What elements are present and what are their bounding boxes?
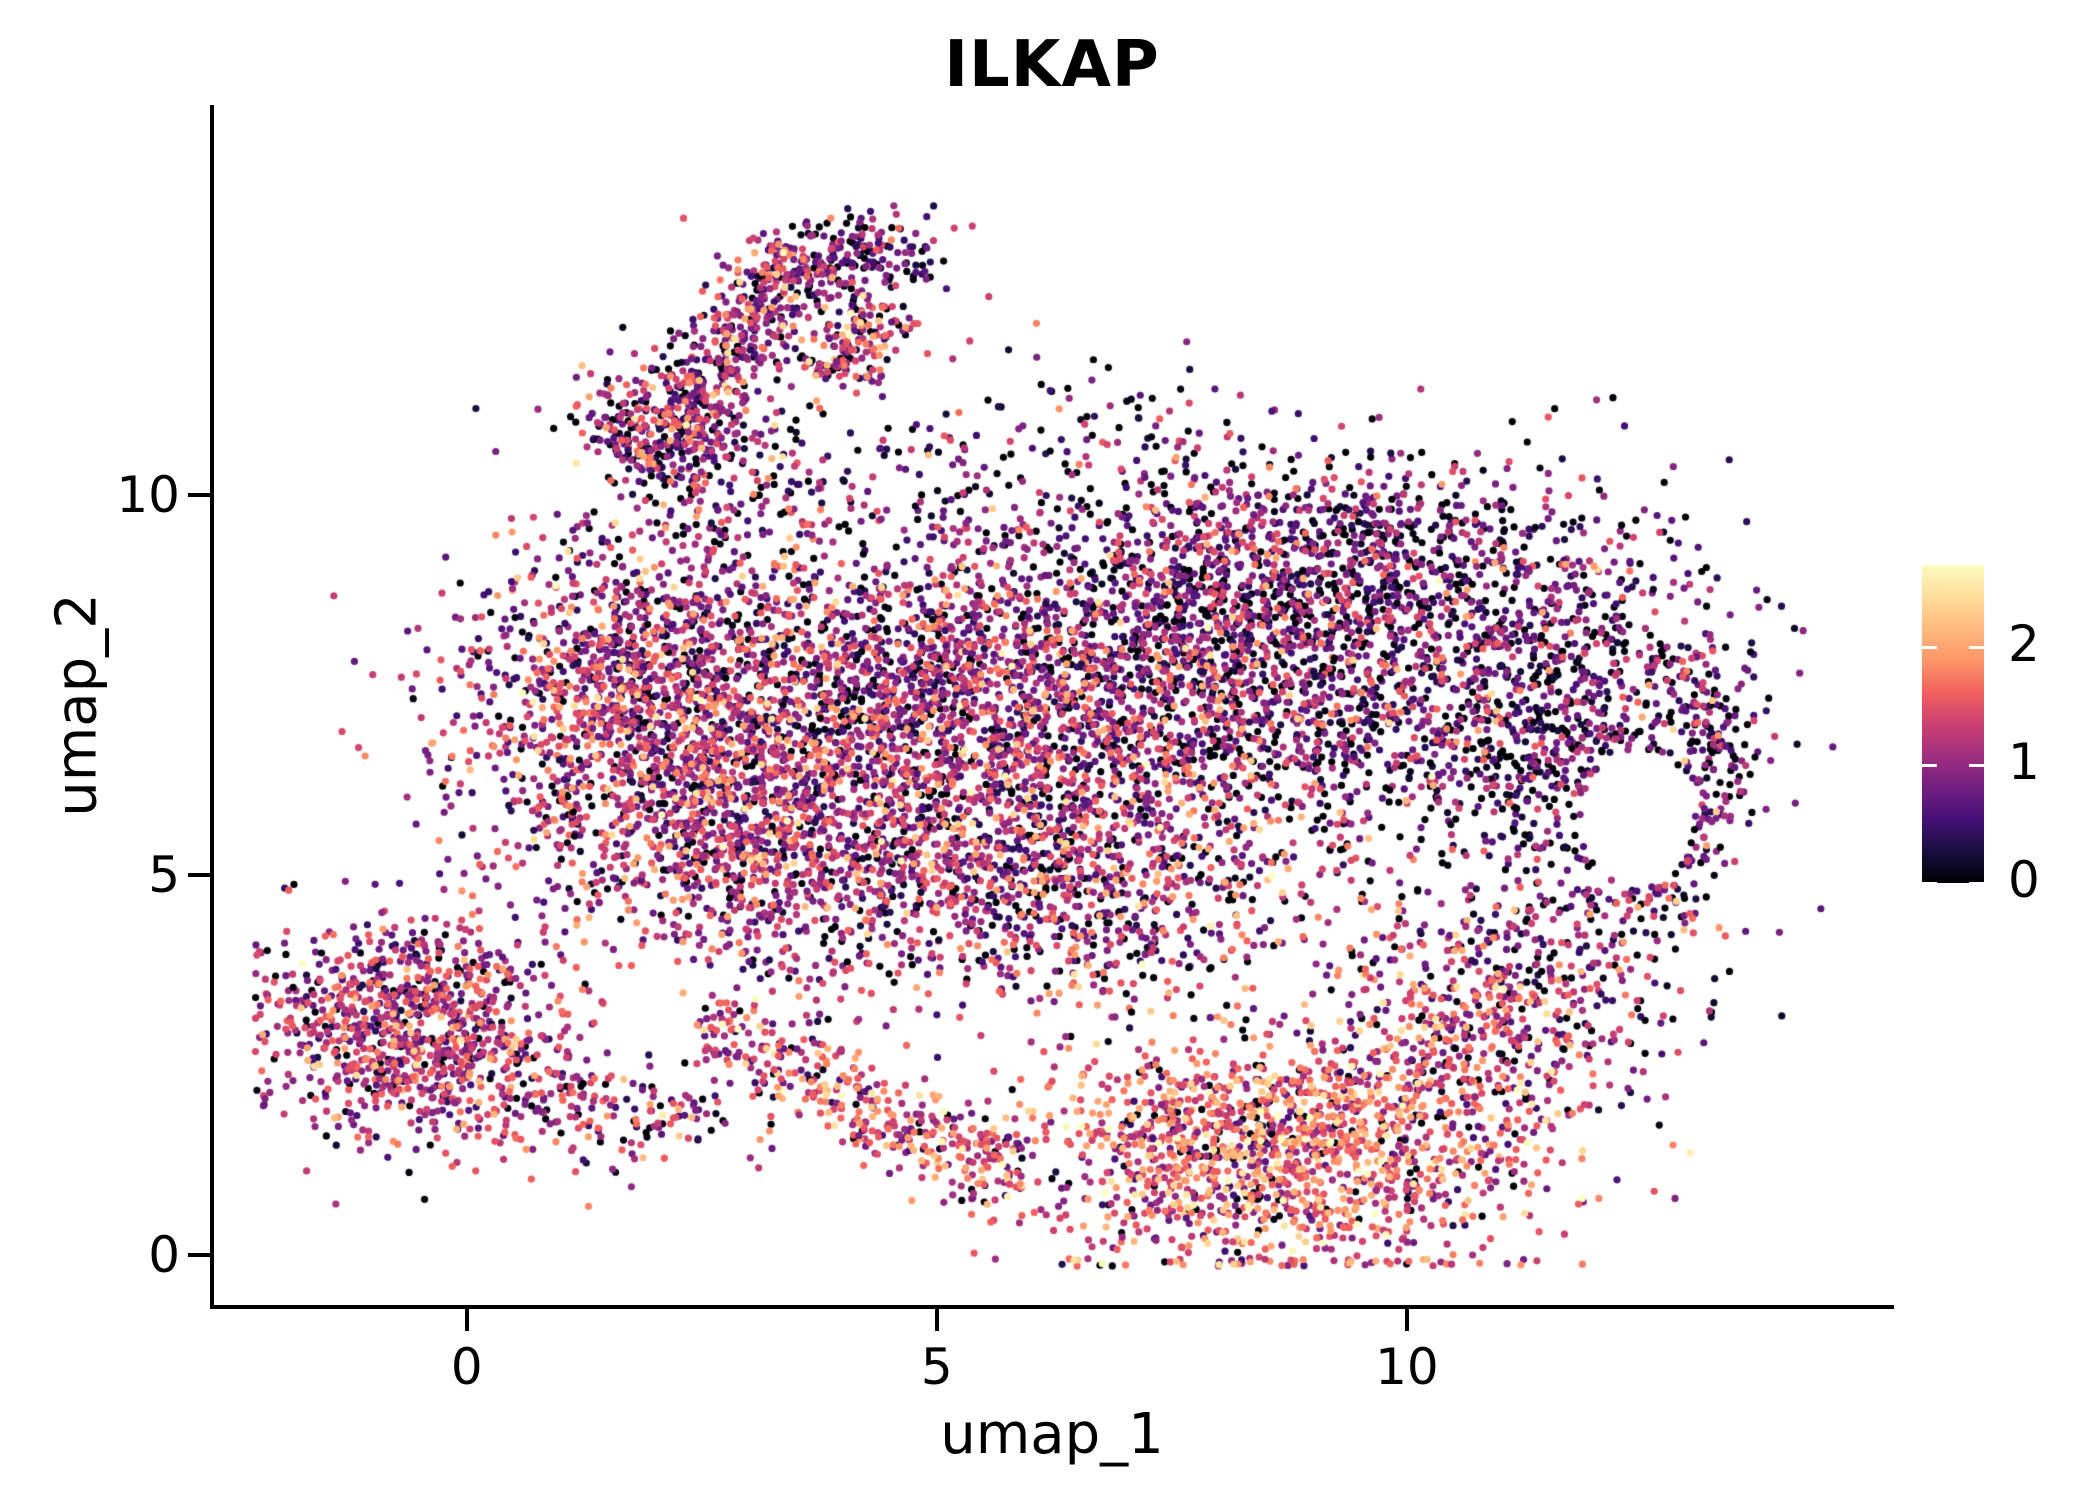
y-tick-label: 5 [148,845,180,904]
plot-title: ILKAP [944,28,1160,102]
x-tick-label: 10 [1375,1338,1439,1396]
colorbar-tick-label: 1 [2008,733,2040,792]
colorbar-tick-mark [1969,763,1984,767]
x-tick-mark [1404,1309,1409,1331]
colorbar-tick-mark [1969,881,1984,885]
colorbar-tick-mark [1922,881,1937,885]
x-axis-line [210,1305,1894,1309]
colorbar-tick-mark [1969,645,1984,649]
colorbar-tick-mark [1922,645,1937,649]
y-tick-mark [188,492,210,497]
y-tick-label: 0 [148,1225,180,1284]
x-axis-label: umap_1 [940,1402,1164,1467]
colorbar-tick-label: 0 [2008,851,2040,909]
x-tick-label: 0 [450,1338,483,1396]
y-axis-line [210,105,214,1309]
y-tick-mark [188,872,210,877]
x-tick-mark [934,1309,939,1331]
y-tick-mark [188,1252,210,1257]
colorbar-tick-label: 2 [2008,615,2040,674]
colorbar-tick-mark [1922,763,1937,767]
y-tick-label: 10 [116,465,180,524]
y-axis-label: umap_2 [44,593,110,817]
colorbar-gradient [1922,565,1984,883]
x-tick-label: 5 [920,1338,953,1396]
x-tick-mark [464,1309,469,1331]
